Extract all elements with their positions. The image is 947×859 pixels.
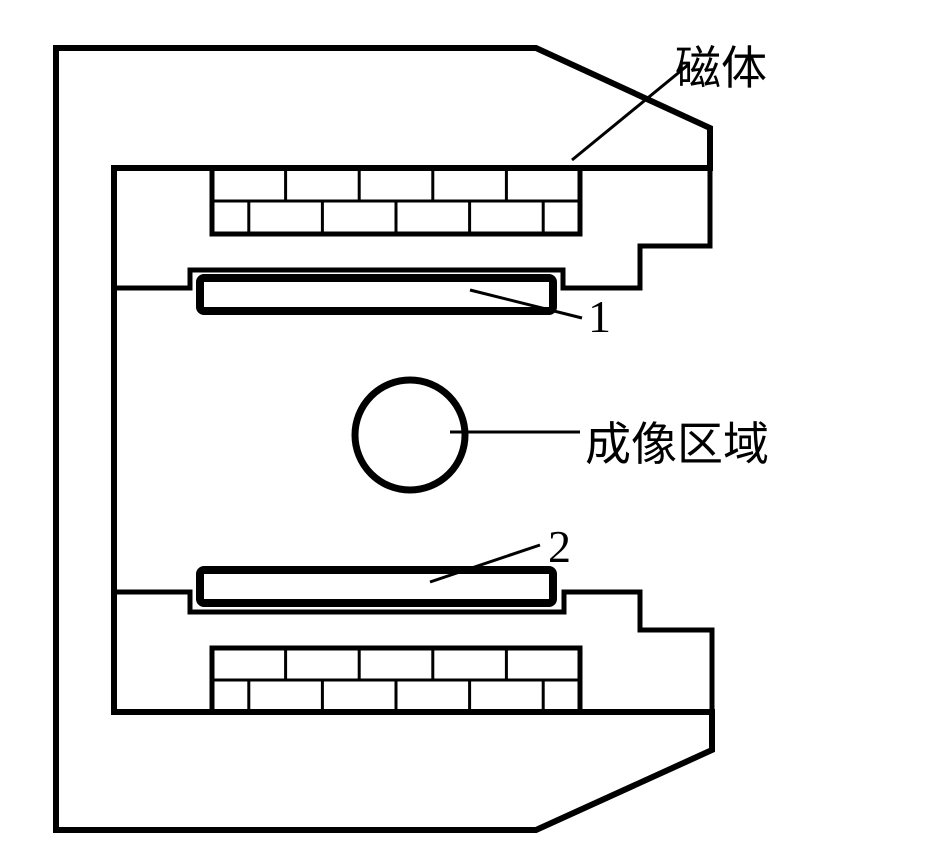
coil-bottom bbox=[200, 570, 553, 603]
diagram-svg bbox=[0, 0, 947, 859]
leader-two bbox=[430, 545, 540, 582]
label-imaging-area: 成像区域 bbox=[585, 408, 769, 474]
diagram-canvas: 磁体 成像区域 1 2 bbox=[0, 0, 947, 859]
coil-top bbox=[200, 278, 553, 311]
label-1: 1 bbox=[588, 290, 611, 343]
imaging-area-circle bbox=[355, 380, 465, 490]
label-2: 2 bbox=[548, 520, 571, 573]
label-magnet: 磁体 bbox=[675, 32, 767, 98]
yoke-bottom bbox=[114, 592, 712, 712]
yoke-top bbox=[114, 168, 710, 288]
